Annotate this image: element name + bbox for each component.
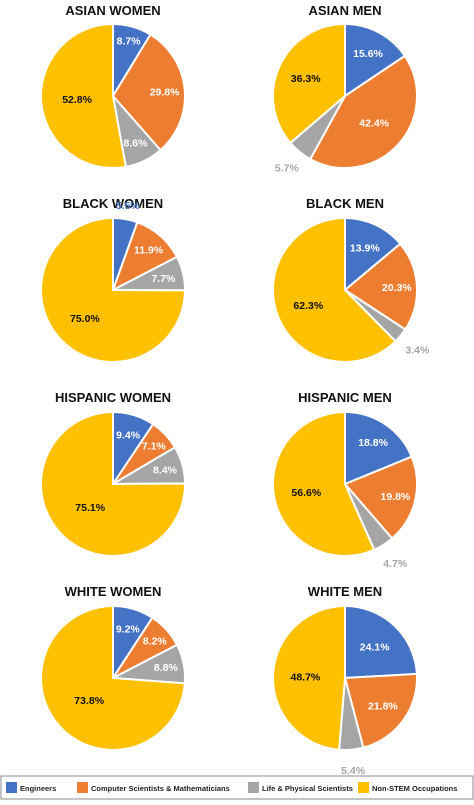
pie-chart-black-men: BLACK MEN 13.9% 20.3% 3.4% 62.3% [272, 196, 430, 363]
data-label-non-stem: 36.3% [291, 73, 321, 85]
data-label-non-stem: 75.0% [70, 313, 100, 325]
data-label-non-stem: 75.1% [75, 502, 105, 514]
data-label-engineers: 24.1% [360, 642, 390, 654]
data-label-engineers: 5.5% [116, 200, 141, 212]
legend-label-non-stem: Non-STEM Occupations [372, 784, 457, 793]
data-label-life-physical: 3.4% [405, 344, 430, 356]
data-label-cs-math: 19.8% [381, 491, 411, 503]
data-label-life-physical: 4.7% [383, 558, 408, 570]
pie-chart-asian-women: ASIAN WOMEN 8.7% 29.8% 8.6% 52.8% [40, 3, 186, 169]
data-label-non-stem: 62.3% [293, 300, 323, 312]
data-label-cs-math: 11.9% [134, 244, 164, 256]
data-label-life-physical: 5.4% [341, 765, 366, 777]
data-label-cs-math: 20.3% [382, 282, 412, 294]
chart-title: WHITE WOMEN [65, 584, 162, 599]
data-label-engineers: 9.4% [116, 429, 141, 441]
data-label-life-physical: 8.8% [154, 662, 179, 674]
chart-title: WHITE MEN [308, 584, 382, 599]
pie-slice-non-stem [40, 604, 186, 751]
legend-swatch-engineers [6, 782, 17, 793]
chart-title: BLACK WOMEN [63, 196, 163, 211]
data-label-life-physical: 7.7% [151, 273, 176, 285]
legend: Engineers Computer Scientists & Mathemati… [0, 775, 474, 800]
legend-swatch-life-physical [248, 782, 259, 793]
pie-slice-non-stem [272, 22, 346, 145]
data-label-cs-math: 42.4% [359, 118, 389, 130]
pie-slice-non-stem [40, 22, 128, 169]
pie-slice-cs-math [343, 455, 419, 540]
data-label-engineers: 18.8% [358, 437, 388, 449]
pie-chart-white-women: WHITE WOMEN 9.2%8.2% 8.8% 73.8% [40, 584, 186, 751]
data-label-engineers: 8.7% [117, 36, 142, 48]
chart-title: HISPANIC MEN [298, 390, 392, 405]
legend-swatch-non-stem [358, 782, 369, 793]
data-label-cs-math: 21.8% [368, 701, 398, 713]
pie-slice-engineers [344, 604, 418, 680]
chart-title: ASIAN MEN [309, 3, 382, 18]
data-label-non-stem: 52.8% [62, 94, 92, 106]
data-label-non-stem: 48.7% [291, 671, 321, 683]
pie-chart-hispanic-men: HISPANIC MEN 18.8% 19.8% 4.7% 56.6% [272, 390, 419, 570]
data-label-engineers: 15.6% [353, 48, 383, 60]
pie-slice-engineers [344, 22, 407, 98]
data-label-cs-math: 7.1% [142, 440, 167, 452]
data-label-non-stem: 73.8% [74, 695, 104, 707]
pie-slice-engineers [344, 410, 413, 486]
legend-label-engineers: Engineers [20, 784, 56, 793]
pie-slice-non-stem [272, 216, 397, 363]
chart-title: HISPANIC WOMEN [55, 390, 171, 405]
pie-slice-non-stem [272, 410, 376, 557]
data-label-cs-math: 8.2% [143, 635, 168, 647]
pie-slice-non-stem [272, 604, 346, 751]
chart-title: BLACK MEN [306, 196, 384, 211]
pie-chart-asian-men: ASIAN MEN 15.6% 42.4% 5.7% 36.3% [272, 3, 418, 175]
pie-slice-non-stem [40, 216, 187, 363]
pie-slice-cs-math [308, 54, 418, 169]
data-label-engineers: 9.2% [116, 623, 141, 635]
pie-slice-cs-math [343, 672, 418, 749]
pie-slice-engineers [344, 216, 402, 293]
legend-border [0, 775, 474, 800]
data-label-non-stem: 56.6% [291, 487, 321, 499]
pie-chart-white-men: WHITE MEN 24.1% 21.8% 5.4% 48.7% [272, 584, 418, 777]
legend-swatch-cs-math [77, 782, 88, 793]
data-label-life-physical: 8.4% [153, 465, 178, 477]
data-label-life-physical: 8.6% [124, 138, 149, 150]
legend-label-life-physical: Life & Physical Scientists [262, 784, 353, 793]
data-label-cs-math: 29.8% [150, 87, 180, 99]
pie-slice-cs-math [111, 33, 186, 152]
data-label-life-physical: 5.7% [275, 163, 300, 175]
pie-slice-non-stem [40, 410, 187, 557]
data-label-engineers: 13.9% [350, 243, 380, 255]
legend-label-cs-math: Computer Scientists & Mathematicians [91, 784, 230, 793]
pie-slice-cs-math [343, 242, 418, 331]
chart-title: ASIAN WOMEN [65, 3, 160, 18]
pie-chart-hispanic-women: HISPANIC WOMEN 9.4%7.1% 8.4% 75.1% [40, 390, 187, 557]
